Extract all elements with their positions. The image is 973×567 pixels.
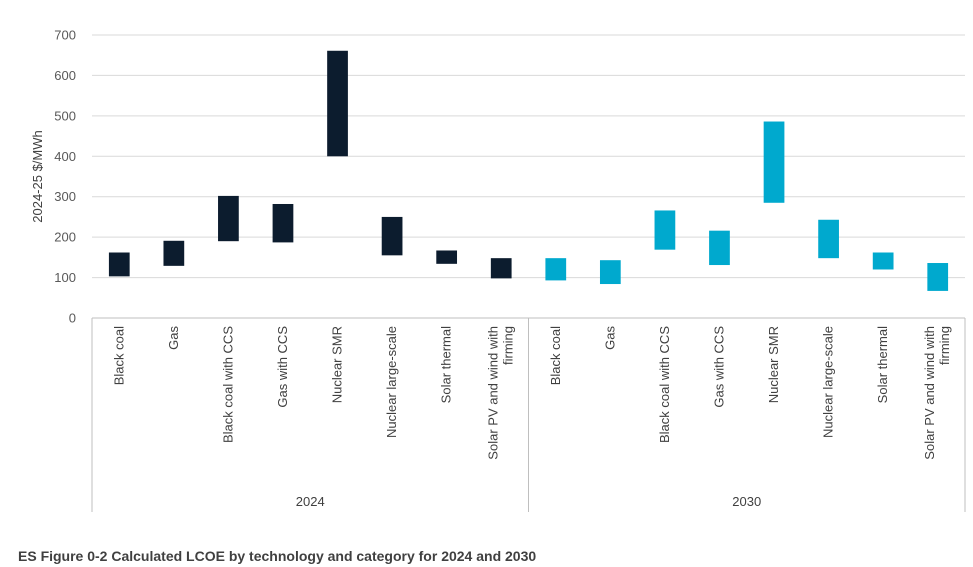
category-label: Solar thermal [439,326,454,403]
bar [927,263,949,291]
category-label: Nuclear SMR [330,326,345,403]
bar [436,250,458,264]
category-label: Black coal [548,326,563,385]
bar [490,258,512,279]
y-tick-label: 600 [54,68,76,83]
bar [709,230,730,266]
category-label: Gas with CCS [275,326,290,408]
category-label: Black coal with CCS [220,326,235,443]
group-label: 2030 [732,494,761,509]
category-label: Gas [602,326,617,350]
category-labels: Black coal Gas Black coal with CCS Gas with… [111,326,952,460]
bar [163,240,185,266]
y-axis-ticks: 0 100 200 300 400 500 600 700 [54,28,76,326]
bar [654,210,676,250]
category-label: Solar PV and wind with [486,326,501,460]
group-labels: 2024 2030 [296,494,761,509]
bar [818,219,839,259]
category-label: Black coal with CCS [657,326,672,443]
lcoe-chart: 0 100 200 300 400 500 600 700 2024-25 $/MWh Bla… [30,28,966,512]
bar [272,203,294,243]
bar [218,195,239,242]
category-axis [91,318,966,512]
category-label: Solar thermal [875,326,890,403]
category-label: Nuclear SMR [766,326,781,403]
y-tick-label: 700 [54,28,76,43]
y-tick-label: 500 [54,108,76,123]
y-tick-label: 200 [54,230,76,245]
gridlines [92,34,965,319]
category-label: Gas with CCS [711,326,726,408]
bars [108,50,949,291]
category-label: Nuclear large-scale [821,326,836,438]
bar [763,121,785,203]
category-label: firming [501,326,516,365]
bar [872,252,894,270]
category-label: Black coal [111,326,126,385]
category-label: firming [937,326,952,365]
y-tick-label: 0 [69,311,76,326]
bar [327,50,348,157]
y-tick-label: 400 [54,149,76,164]
y-tick-label: 100 [54,270,76,285]
group-label: 2024 [296,494,325,509]
bar [381,216,403,256]
bar [545,258,567,281]
bar [108,252,130,277]
y-axis-label: 2024-25 $/MWh [30,130,45,223]
y-tick-label: 300 [54,189,76,204]
figure-caption: ES Figure 0-2 Calculated LCOE by technol… [18,548,537,564]
category-label: Gas [166,326,181,350]
category-label: Nuclear large-scale [384,326,399,438]
bar [599,260,621,285]
category-label: Solar PV and wind with [922,326,937,460]
